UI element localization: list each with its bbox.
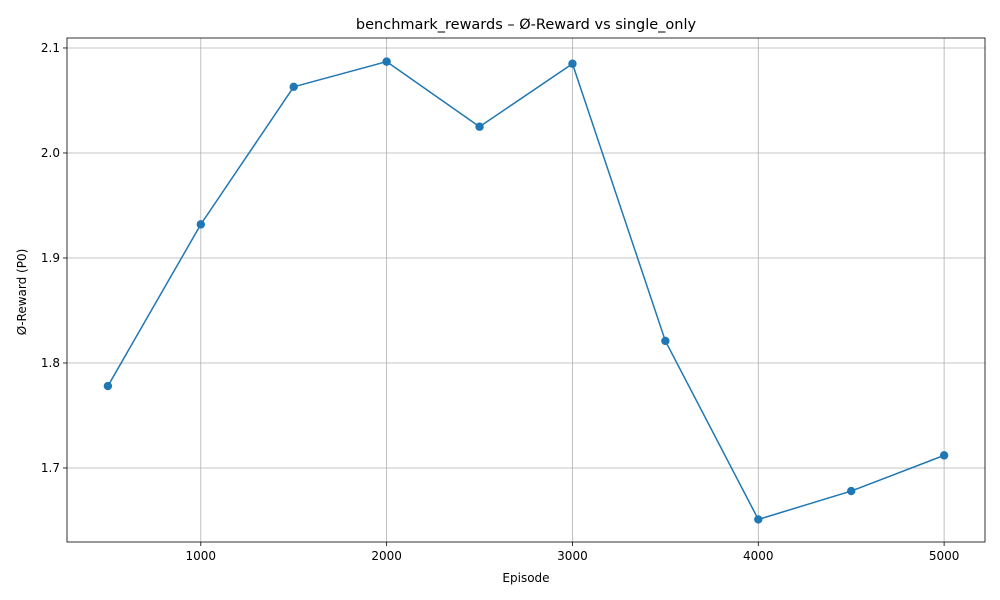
data-point — [754, 515, 763, 524]
x-tick-label: 3000 — [557, 549, 588, 563]
grid — [67, 38, 985, 542]
x-tick-label: 5000 — [929, 549, 960, 563]
data-point — [939, 451, 949, 460]
plot-frame — [66, 37, 986, 543]
y-tick-label: 2.0 — [41, 146, 60, 160]
data-point — [475, 122, 484, 131]
data-point — [382, 57, 391, 66]
x-tick-label: 2000 — [371, 549, 402, 563]
data-point — [847, 486, 856, 496]
y-tick-label: 2.1 — [41, 41, 60, 55]
x-axis-ticks: 1000 2000 3000 4000 5000 — [186, 542, 960, 563]
data-point — [196, 220, 205, 229]
data-point — [289, 82, 298, 92]
x-axis-label: Episode — [502, 571, 549, 585]
data-point — [568, 59, 577, 68]
chart-title: benchmark_rewards – Ø-Reward vs single_o… — [356, 17, 697, 33]
data-point — [103, 381, 113, 391]
y-tick-label: 1.9 — [41, 251, 60, 265]
y-tick-label: 1.7 — [41, 461, 60, 475]
x-tick-label: 4000 — [743, 549, 774, 563]
x-tick-label: 1000 — [186, 549, 217, 563]
y-axis-ticks: 1.7 1.8 1.9 2.0 2.1 — [41, 41, 67, 475]
y-axis-label: Ø-Reward (P0) — [15, 249, 29, 336]
axes-frame — [66, 37, 986, 543]
y-tick-label: 1.8 — [41, 356, 60, 370]
series-line — [107, 60, 945, 521]
series-layer — [103, 57, 949, 524]
data-point — [661, 336, 670, 346]
